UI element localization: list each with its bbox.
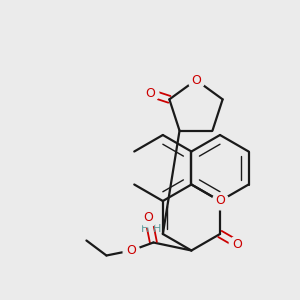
Text: O: O — [215, 194, 225, 208]
Text: O: O — [127, 244, 136, 257]
Text: H: H — [141, 224, 149, 234]
Text: O: O — [143, 211, 153, 224]
Text: O: O — [146, 87, 155, 100]
Text: H: H — [153, 224, 161, 234]
Text: O: O — [232, 238, 242, 250]
Text: O: O — [191, 74, 201, 86]
